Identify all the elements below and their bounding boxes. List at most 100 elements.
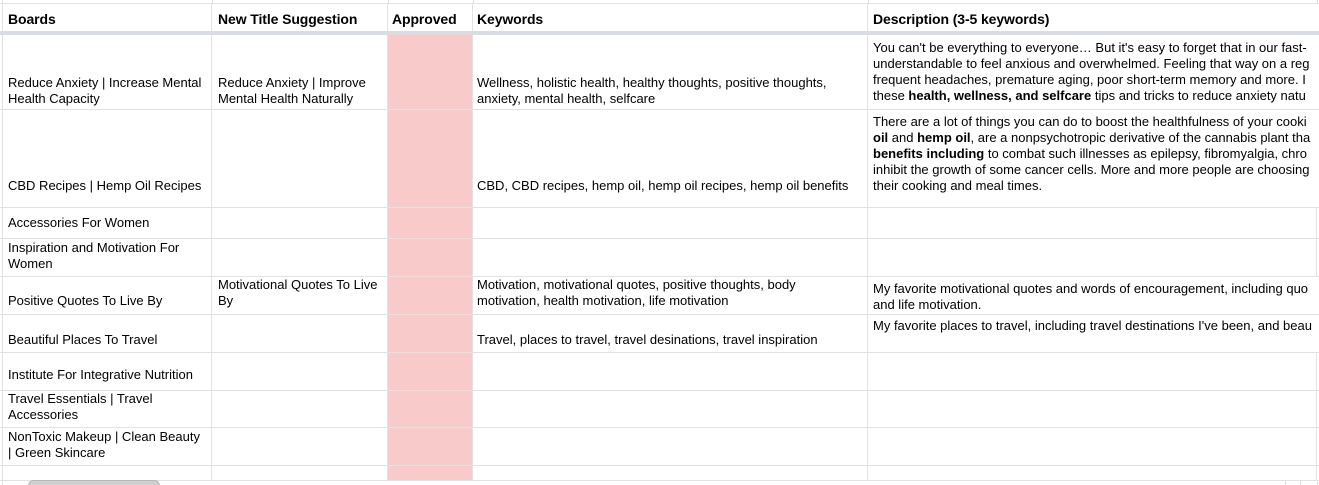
cell-text-line: Health Capacity (8, 91, 100, 106)
cell-text-line: | Green Skincare (8, 445, 106, 460)
cell-description[interactable] (868, 239, 1317, 276)
cell-new-title-suggestion[interactable] (212, 428, 388, 465)
cell-board-name[interactable]: CBD Recipes | Hemp Oil Recipes (2, 110, 212, 207)
cell-new-title-suggestion[interactable]: Motivational Quotes To Live By (212, 277, 388, 314)
cell-board-name[interactable]: Inspiration and Motivation For Women (2, 239, 212, 276)
sheet-row: Positive Quotes To Live By Motivational Q… (0, 277, 1319, 315)
gridline-left (2, 0, 3, 485)
cell-new-title-suggestion[interactable]: Reduce Anxiety | Improve Mental Health Na… (212, 35, 388, 109)
cell-keywords[interactable]: CBD, CBD recipes, hemp oil, hemp oil rec… (473, 110, 868, 207)
cell-text-line: Travel, places to travel, travel desinat… (477, 332, 818, 347)
sheet-row: NonToxic Makeup | Clean Beauty | Green Sk… (0, 428, 1319, 466)
cell-description[interactable]: There are a lot of things you can do to … (868, 110, 1319, 207)
gridline (1300, 481, 1301, 485)
gridline (212, 0, 213, 3)
cell-new-title-suggestion[interactable] (212, 208, 388, 238)
column-header-approved[interactable]: Approved (388, 4, 473, 31)
cell-keywords[interactable]: Travel, places to travel, travel desinat… (473, 315, 868, 352)
cell-description[interactable]: You can't be everything to everyone… But… (868, 35, 1319, 109)
sheet-row: Beautiful Places To Travel Travel, places… (0, 315, 1319, 353)
cell-approved[interactable] (388, 110, 473, 207)
sheet-row: Institute For Integrative Nutrition (0, 353, 1319, 391)
cell-approved[interactable] (388, 428, 473, 465)
column-header-new-title[interactable]: New Title Suggestion (212, 4, 388, 31)
cell-text-line: and life motivation. (873, 297, 982, 312)
cell-keywords[interactable]: Wellness, holistic health, healthy thoug… (473, 35, 868, 109)
cell-description[interactable] (868, 466, 1317, 480)
cell-text-line: By (218, 293, 234, 308)
cell-description[interactable]: My favorite motivational quotes and word… (868, 277, 1319, 314)
cell-new-title-suggestion[interactable] (212, 315, 388, 352)
cell-board-name[interactable]: Beautiful Places To Travel (2, 315, 212, 352)
cell-text-line: My favorite places to travel, including … (873, 318, 1312, 333)
cell-board-name[interactable]: NonToxic Makeup | Clean Beauty | Green Sk… (2, 428, 212, 465)
cell-description[interactable] (868, 208, 1317, 238)
cell-description[interactable] (868, 353, 1317, 390)
cell-new-title-suggestion[interactable] (212, 353, 388, 390)
cell-text-line: Accessories For Women (8, 215, 150, 230)
column-header-label: Keywords (477, 11, 544, 27)
cell-board-name[interactable] (2, 466, 212, 480)
cell-board-name[interactable]: Institute For Integrative Nutrition (2, 353, 212, 390)
cell-new-title-suggestion[interactable] (212, 391, 388, 427)
cell-approved[interactable] (388, 277, 473, 314)
cell-text-line: Motivation, motivational quotes, positiv… (477, 277, 796, 292)
cell-board-name[interactable]: Positive Quotes To Live By (2, 277, 212, 314)
cell-description[interactable] (868, 391, 1317, 427)
sheet-row: Travel Essentials | Travel Accessories (0, 391, 1319, 428)
column-header-label: New Title Suggestion (218, 11, 358, 27)
cell-approved[interactable] (388, 466, 473, 480)
frozen-row-shadow (0, 31, 1319, 35)
partial-row-bottom (0, 481, 1319, 485)
column-header-keywords[interactable]: Keywords (473, 4, 868, 31)
cell-description[interactable]: My favorite places to travel, including … (868, 315, 1319, 352)
cell-keywords[interactable] (473, 466, 868, 480)
cell-board-name[interactable]: Accessories For Women (2, 208, 212, 238)
cell-text-line: My favorite motivational quotes and word… (873, 281, 1309, 296)
cell-approved[interactable] (388, 391, 473, 427)
cell-board-name[interactable]: Travel Essentials | Travel Accessories (2, 391, 212, 427)
cell-keywords[interactable] (473, 239, 868, 276)
cell-text-line: Accessories (8, 407, 79, 422)
cell-description[interactable] (868, 428, 1317, 465)
gridline (868, 0, 869, 3)
cell-new-title-suggestion[interactable] (212, 466, 388, 480)
cell-text-line: benefits including to combat such illnes… (873, 146, 1307, 161)
cell-text-line: CBD Recipes | Hemp Oil Recipes (8, 178, 202, 193)
cell-keywords[interactable] (473, 208, 868, 238)
cell-board-name[interactable]: Reduce Anxiety | Increase Mental Health C… (2, 35, 212, 109)
cell-approved[interactable] (388, 353, 473, 390)
cell-approved[interactable] (388, 315, 473, 352)
gridline (1317, 481, 1318, 485)
column-header-description[interactable]: Description (3-5 keywords) (868, 4, 1319, 31)
cell-keywords[interactable] (473, 428, 868, 465)
cell-keywords[interactable] (473, 391, 868, 427)
cell-text-line: Travel Essentials | Travel (8, 391, 153, 406)
gridline (1285, 481, 1286, 485)
cell-text-line: motivation, health motivation, life moti… (477, 293, 729, 308)
column-header-boards[interactable]: Boards (2, 4, 212, 31)
cell-new-title-suggestion[interactable] (212, 239, 388, 276)
column-header-label: Boards (8, 11, 56, 27)
partial-row-top (0, 0, 1319, 4)
cell-text-line: Women (8, 256, 53, 271)
cell-text-line: CBD, CBD recipes, hemp oil, hemp oil rec… (477, 178, 849, 193)
cell-text-line: Mental Health Naturally (218, 91, 354, 106)
column-header-label: Approved (392, 11, 457, 27)
column-header-label: Description (3-5 keywords) (873, 11, 1050, 27)
cell-keywords[interactable] (473, 353, 868, 390)
cell-approved[interactable] (388, 208, 473, 238)
horizontal-scrollbar-thumb[interactable] (28, 480, 160, 485)
sheet-row: Inspiration and Motivation For Women (0, 239, 1319, 277)
cell-approved[interactable] (388, 239, 473, 276)
cell-text-line: Reduce Anxiety | Improve (218, 75, 366, 90)
cell-keywords[interactable]: Motivation, motivational quotes, positiv… (473, 277, 868, 314)
cell-text-line: Inspiration and Motivation For (8, 240, 180, 255)
cell-text-line: these health, wellness, and selfcare tip… (873, 88, 1306, 103)
cell-approved[interactable] (388, 35, 473, 109)
cell-new-title-suggestion[interactable] (212, 110, 388, 207)
cell-text-line: Beautiful Places To Travel (8, 332, 158, 347)
cell-text-line: inhibit the growth of some cancer cells.… (873, 162, 1310, 177)
cell-text-line: You can't be everything to everyone… But… (873, 40, 1307, 55)
gridline (1317, 0, 1318, 3)
